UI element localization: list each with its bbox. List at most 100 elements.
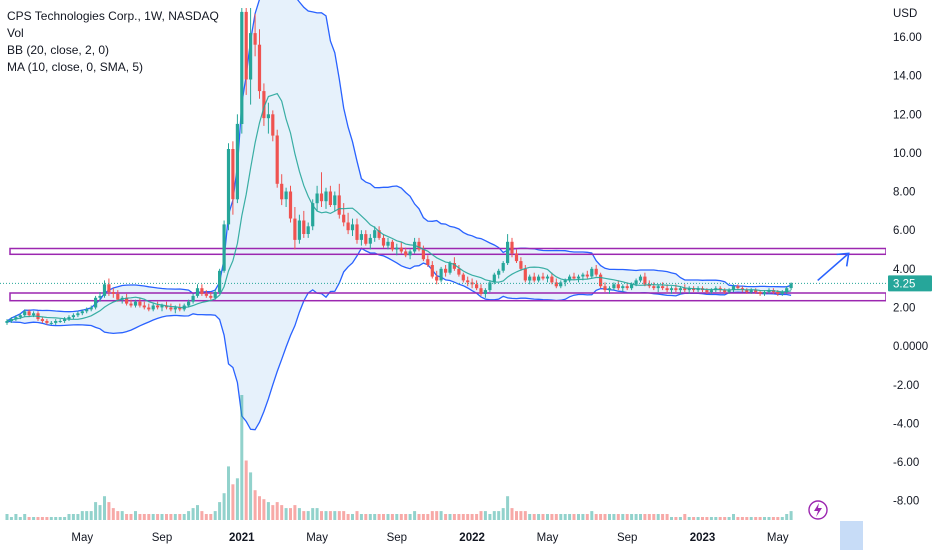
price-tick-label: -6.00: [893, 457, 919, 469]
candle-body: [191, 295, 195, 302]
candle-body: [435, 276, 439, 281]
volume-bar: [40, 517, 44, 520]
time-axis: May Sep 2021 May Sep 2022 May Sep 2023 May: [0, 500, 886, 550]
volume-bar: [142, 514, 146, 520]
candle-body: [324, 191, 328, 202]
volume-bar: [395, 514, 399, 520]
volume-bar: [612, 514, 616, 520]
candle-body: [18, 315, 22, 318]
volume-bar: [696, 517, 700, 520]
volume-bar: [390, 514, 394, 520]
candle-body: [785, 288, 789, 293]
candle-body: [758, 292, 762, 294]
candle-body: [85, 309, 89, 312]
candle-body: [311, 203, 315, 227]
candle-body: [492, 274, 496, 283]
last-price-text: 3.25: [893, 278, 915, 290]
candle-body: [355, 224, 359, 240]
candle-body: [408, 251, 412, 256]
volume-bar: [754, 517, 758, 520]
candle-body: [381, 237, 386, 246]
candle-body: [156, 305, 160, 308]
volume-bar: [89, 511, 93, 520]
candle-body: [359, 234, 363, 240]
time-tick-label: May: [767, 532, 789, 544]
volume-bar: [351, 514, 354, 520]
volume-bar: [444, 514, 448, 520]
candle-body: [147, 307, 151, 310]
volume-bar: [625, 514, 629, 520]
volume-bar: [736, 517, 740, 520]
last-price-tag: [888, 275, 932, 292]
volume-bar: [156, 514, 160, 520]
candle-body: [479, 288, 483, 294]
price-tick-label: 4.00: [893, 264, 915, 276]
candle-body: [284, 191, 288, 200]
candle-body: [510, 241, 514, 254]
time-cursor-marker: [840, 521, 863, 550]
candle-body: [138, 301, 142, 306]
candle-body: [661, 286, 665, 289]
volume-bar: [178, 514, 182, 520]
candle-body: [377, 230, 381, 238]
price-tick-label: 6.00: [893, 225, 915, 237]
volume-bar: [266, 502, 270, 520]
candle-body: [497, 270, 501, 275]
candle-body: [195, 288, 200, 296]
candle-body: [293, 218, 297, 240]
volume-bar: [213, 511, 217, 520]
candle-body: [727, 290, 731, 292]
candle-body: [656, 286, 660, 289]
volume-bar: [306, 511, 310, 520]
candle-body: [461, 274, 465, 281]
symbol-title[interactable]: CPS Technologies Corp., 1W, NASDAQ: [7, 9, 219, 23]
candle-body: [142, 305, 146, 308]
volume-bar: [643, 514, 647, 520]
volume-bar: [523, 511, 527, 520]
candle-body: [58, 321, 62, 322]
bollinger-indicator-label[interactable]: BB (20, close, 2, 0): [7, 43, 110, 57]
price-axis-currency: USD: [893, 8, 917, 20]
ma-indicator-label[interactable]: MA (10, close, 0, SMA, 5): [7, 60, 144, 74]
volume-bar: [559, 514, 563, 520]
candle-body: [160, 305, 164, 308]
bollinger-lower: [6, 247, 792, 431]
volume-bar: [76, 514, 80, 520]
price-tick-label: -4.00: [893, 418, 919, 430]
candle-body: [45, 321, 49, 323]
candle-body: [275, 135, 279, 184]
volume-bar: [293, 505, 297, 520]
candle-body: [342, 214, 346, 223]
volume-bar: [594, 514, 598, 520]
candlesticks: [5, 8, 793, 325]
volume-bar: [23, 514, 27, 520]
candle-body: [262, 91, 266, 119]
volume-bar: [209, 514, 213, 520]
volume-bar: [244, 460, 248, 520]
candle-body: [762, 292, 767, 294]
candle-body: [501, 263, 505, 271]
volume-indicator-label[interactable]: Vol: [7, 26, 24, 40]
candle-body: [178, 307, 182, 310]
volume-bar: [218, 502, 222, 520]
volume-bar: [528, 514, 532, 520]
volume-bar: [683, 514, 687, 520]
volume-bar: [439, 511, 443, 520]
candle-body: [554, 282, 558, 287]
volume-bar: [421, 514, 425, 520]
volume-bar: [732, 514, 735, 520]
volume-bar: [45, 517, 49, 520]
candle-body: [390, 241, 394, 250]
volume-bar: [678, 517, 682, 520]
candle-body: [457, 268, 461, 275]
volume-bar: [169, 514, 173, 520]
candle-body: [532, 276, 536, 281]
volume-bar: [554, 514, 558, 520]
volume-bar: [767, 517, 771, 520]
volume-bar: [324, 511, 328, 520]
volume-bar: [103, 496, 106, 520]
volume-bar: [687, 517, 691, 520]
